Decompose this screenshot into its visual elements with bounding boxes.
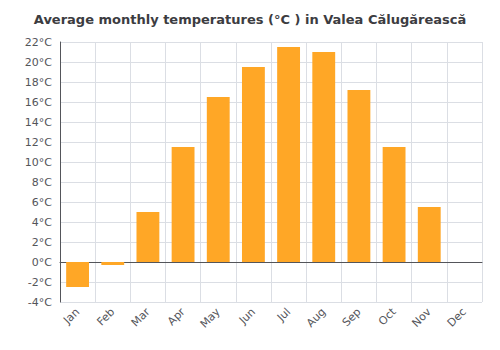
- svg-text:Feb: Feb: [94, 305, 117, 328]
- svg-text:14°C: 14°C: [25, 116, 52, 129]
- svg-text:2°C: 2°C: [32, 236, 52, 249]
- svg-text:Mar: Mar: [129, 305, 153, 329]
- svg-text:Sep: Sep: [340, 305, 364, 329]
- svg-text:-2°C: -2°C: [28, 276, 52, 289]
- svg-text:12°C: 12°C: [25, 136, 52, 149]
- svg-text:May: May: [198, 305, 224, 331]
- svg-text:6°C: 6°C: [32, 196, 52, 209]
- svg-text:Nov: Nov: [409, 305, 434, 330]
- svg-text:0°C: 0°C: [32, 256, 52, 269]
- svg-text:22°C: 22°C: [25, 36, 52, 49]
- svg-text:Aug: Aug: [304, 305, 328, 329]
- svg-text:20°C: 20°C: [25, 56, 52, 69]
- svg-text:16°C: 16°C: [25, 96, 52, 109]
- svg-text:10°C: 10°C: [25, 156, 52, 169]
- svg-text:4°C: 4°C: [32, 216, 52, 229]
- svg-text:Oct: Oct: [376, 305, 399, 328]
- svg-text:Average monthly temperatures (: Average monthly temperatures (°C ) in Va…: [34, 12, 466, 27]
- svg-text:Jan: Jan: [60, 305, 82, 327]
- svg-text:18°C: 18°C: [25, 76, 52, 89]
- svg-text:-4°C: -4°C: [28, 296, 52, 309]
- svg-text:Dec: Dec: [445, 305, 469, 329]
- svg-text:Apr: Apr: [165, 305, 188, 328]
- svg-text:Jul: Jul: [274, 305, 293, 324]
- svg-text:8°C: 8°C: [32, 176, 52, 189]
- svg-text:Jun: Jun: [236, 305, 258, 327]
